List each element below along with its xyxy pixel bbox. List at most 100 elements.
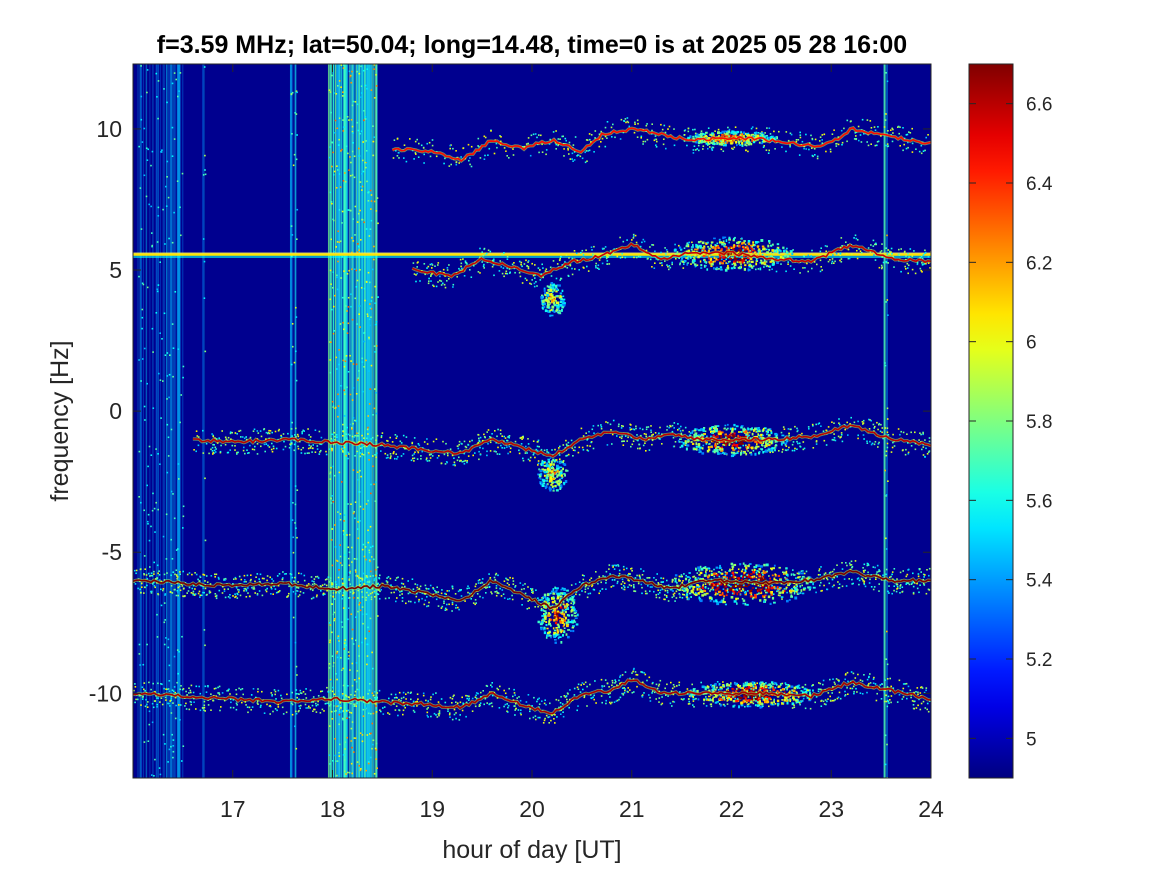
blob-speck [697, 443, 701, 446]
blob-speck [567, 621, 571, 624]
blob-speck [742, 693, 745, 696]
blob-speck [735, 141, 738, 144]
trace-halo-speck [484, 253, 487, 256]
trace-halo-speck [625, 121, 627, 124]
trace-halo-speck [435, 438, 438, 440]
band-speck [365, 441, 368, 443]
trace-halo-speck [768, 248, 770, 251]
blob-speck [548, 620, 551, 624]
blob-speck [696, 689, 699, 693]
trace-halo-speck [928, 437, 931, 439]
trace-halo-speck [737, 447, 740, 449]
trace-halo-speck [907, 252, 909, 255]
blob-speck [553, 608, 556, 611]
blob-speck [724, 245, 727, 248]
trace-halo-speck [555, 130, 557, 132]
blob-speck [756, 245, 760, 247]
blob-speck [715, 582, 717, 586]
band-speck [357, 478, 359, 481]
trace-halo-speck [889, 252, 891, 255]
blob-speck [691, 261, 695, 264]
trace-halo-speck [537, 267, 540, 269]
blob-speck [762, 570, 765, 573]
trace-halo-speck [870, 143, 872, 145]
band-speck [886, 80, 889, 83]
trace-halo-speck [211, 433, 213, 435]
blob-speck [789, 698, 792, 701]
trace-halo-speck [202, 452, 205, 454]
trace-halo-speck [857, 420, 859, 423]
band-speck [358, 155, 361, 157]
blob-speck [730, 562, 734, 565]
blob-speck [724, 589, 728, 592]
trace-halo-speck [481, 251, 483, 253]
band-speck [331, 528, 334, 530]
trace-halo-speck [316, 445, 319, 447]
band-speck [335, 775, 337, 777]
trace-halo-speck [687, 127, 690, 130]
trace-halo-speck [772, 263, 775, 265]
trace-halo-speck [538, 134, 540, 136]
trace-halo-speck [860, 141, 863, 143]
trace-halo-speck [781, 451, 783, 453]
band-speck [160, 683, 162, 685]
band-speck [146, 382, 148, 385]
band-speck [375, 85, 378, 87]
blob-speck [733, 432, 736, 434]
band-speck [365, 166, 367, 169]
band-speck [337, 405, 340, 407]
trace-halo-speck [819, 140, 821, 142]
blob-speck [767, 697, 770, 700]
band-speck [342, 119, 344, 121]
band-speck [332, 405, 335, 407]
trace-halo-speck [671, 430, 674, 433]
trace-halo-speck [527, 267, 530, 270]
blob-speck [744, 697, 747, 700]
blob-speck [679, 246, 682, 249]
blob-speck [730, 267, 734, 270]
trace-halo-speck [869, 440, 871, 443]
band-speck [151, 150, 154, 153]
blob-speck [795, 699, 798, 702]
blob-speck [558, 312, 562, 315]
blob-speck [760, 565, 763, 568]
trace-halo-speck [820, 247, 822, 249]
band-speck [358, 370, 360, 372]
trace-halo-speck [900, 248, 902, 250]
band-speck [374, 747, 377, 750]
trace-halo-speck [219, 451, 222, 454]
blob-speck [685, 447, 688, 451]
trace-halo-speck [545, 149, 548, 151]
band-speck [343, 554, 346, 556]
trace-halo-speck [592, 253, 594, 256]
trace-halo-speck [472, 454, 474, 457]
trace-halo-speck [631, 443, 634, 446]
trace-halo-speck [307, 428, 309, 430]
trace-halo-speck [527, 261, 529, 263]
band-speck [357, 528, 359, 530]
trace-halo-speck [601, 262, 604, 265]
band-speck [143, 509, 145, 512]
blob-speck [548, 612, 550, 614]
blob-speck [539, 621, 543, 624]
band-speck [145, 147, 148, 149]
blob-speck [698, 429, 701, 432]
blob-speck [751, 446, 754, 450]
band-speck [370, 208, 372, 210]
blob-speck [551, 286, 555, 289]
blob-speck [564, 616, 567, 620]
trace-halo-speck [762, 427, 765, 430]
blob-speck [545, 636, 548, 639]
trace-halo-speck [311, 451, 313, 453]
blob-speck [538, 476, 541, 479]
blob-speck [710, 584, 713, 587]
blob-speck [678, 579, 681, 582]
blob-speck [545, 483, 548, 486]
trace-halo-speck [438, 455, 440, 457]
blob-speck [558, 284, 561, 287]
trace-halo-speck [837, 435, 840, 438]
trace-halo-speck [520, 261, 523, 264]
band-speck [354, 205, 357, 208]
blob-speck [561, 618, 564, 620]
blob-speck [722, 135, 725, 138]
